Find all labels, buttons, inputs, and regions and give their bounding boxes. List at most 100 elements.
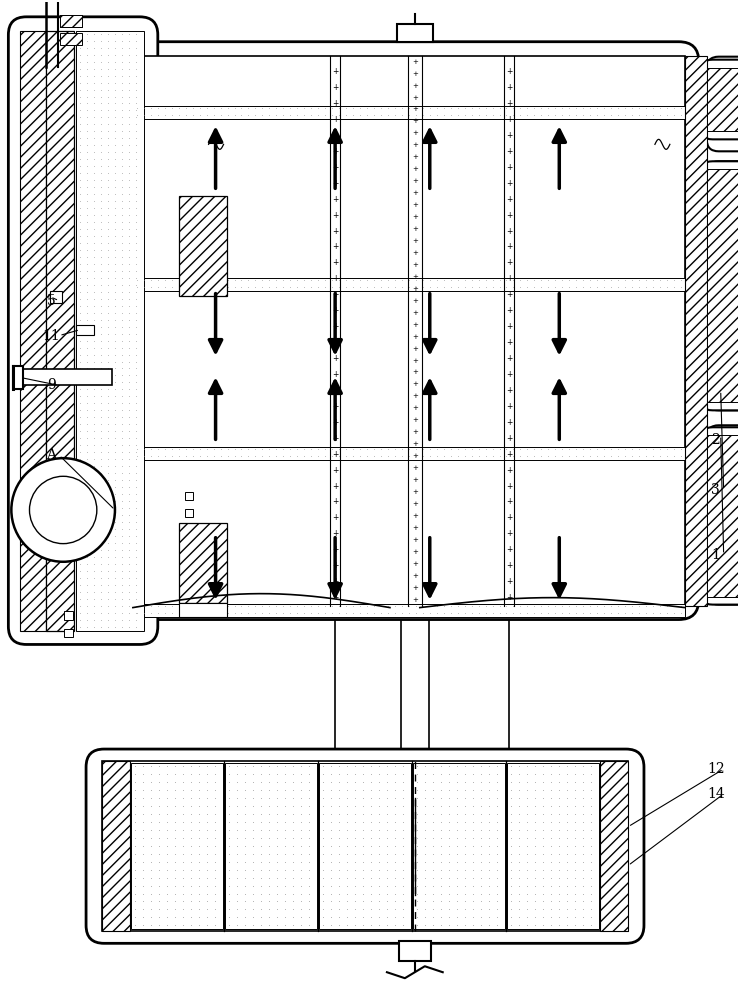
Text: +: + (412, 95, 418, 101)
Text: +: + (412, 274, 418, 280)
Text: +: + (412, 154, 418, 160)
Text: +: + (412, 537, 418, 543)
Text: +: + (412, 585, 418, 591)
Text: +: + (412, 549, 418, 555)
Text: +: + (412, 369, 418, 375)
Text: +: + (412, 226, 418, 232)
Text: +: + (506, 131, 513, 140)
Bar (133, 106, 685, 119)
Text: +: + (506, 482, 513, 491)
Bar (133, 56, 685, 606)
Text: +: + (332, 195, 338, 204)
Text: 5: 5 (47, 294, 55, 308)
FancyBboxPatch shape (8, 17, 158, 644)
Text: 14: 14 (706, 787, 724, 801)
Text: +: + (506, 227, 513, 236)
Text: +: + (412, 322, 418, 328)
FancyBboxPatch shape (699, 161, 739, 410)
Bar (131, 763, 223, 929)
Bar (13, 366, 24, 389)
Bar (600, 761, 628, 931)
Text: +: + (332, 147, 338, 156)
Text: 9: 9 (47, 378, 55, 392)
Text: +: + (506, 450, 513, 459)
Text: A: A (47, 448, 56, 462)
Text: +: + (506, 513, 513, 522)
Text: +: + (412, 525, 418, 531)
Text: +: + (412, 405, 418, 411)
Text: +: + (332, 211, 338, 220)
Text: +: + (412, 381, 418, 387)
Bar (20, 31, 47, 631)
Text: 2: 2 (712, 433, 720, 447)
Text: +: + (412, 71, 418, 77)
Text: +: + (412, 597, 418, 603)
Text: +: + (332, 529, 338, 538)
Bar (50, 291, 62, 303)
Text: +: + (332, 306, 338, 315)
FancyBboxPatch shape (119, 42, 699, 620)
Text: +: + (412, 214, 418, 220)
Text: +: + (506, 258, 513, 267)
Text: +: + (506, 402, 513, 411)
Text: +: + (332, 274, 338, 283)
Text: +: + (506, 179, 513, 188)
Bar (397, 24, 433, 42)
Text: +: + (506, 242, 513, 251)
Bar (102, 761, 130, 931)
Text: +: + (412, 477, 418, 483)
Text: +: + (332, 434, 338, 443)
Text: +: + (332, 466, 338, 475)
Text: +: + (332, 418, 338, 427)
Text: +: + (412, 130, 418, 136)
Text: +: + (412, 190, 418, 196)
Text: +: + (412, 489, 418, 495)
Bar (64, 629, 73, 637)
Text: +: + (506, 434, 513, 443)
Bar (60, 15, 82, 27)
Text: +: + (332, 402, 338, 411)
Text: +: + (332, 163, 338, 172)
Text: +: + (506, 99, 513, 108)
Bar (179, 196, 227, 296)
Text: +: + (412, 561, 418, 567)
Text: +: + (332, 545, 338, 554)
Text: +: + (332, 561, 338, 570)
Bar (179, 603, 227, 617)
Bar (60, 33, 82, 45)
Text: +: + (506, 497, 513, 506)
Text: +: + (506, 466, 513, 475)
Bar (685, 56, 706, 606)
Text: +: + (332, 577, 338, 586)
Text: +: + (412, 441, 418, 447)
Text: +: + (412, 334, 418, 340)
Text: +: + (412, 393, 418, 399)
Text: +: + (412, 166, 418, 172)
Text: +: + (412, 465, 418, 471)
Bar (413, 763, 505, 929)
Text: +: + (506, 338, 513, 347)
Bar (225, 763, 317, 929)
Text: +: + (412, 286, 418, 292)
Bar (319, 763, 411, 929)
Text: +: + (506, 354, 513, 363)
Text: +: + (332, 179, 338, 188)
Text: +: + (506, 274, 513, 283)
Text: +: + (506, 67, 513, 76)
Text: +: + (412, 573, 418, 579)
Text: +: + (506, 370, 513, 379)
Bar (133, 447, 685, 460)
Text: +: + (506, 115, 513, 124)
Text: +: + (506, 147, 513, 156)
Text: +: + (332, 290, 338, 299)
Text: +: + (332, 131, 338, 140)
Text: +: + (412, 118, 418, 124)
Text: +: + (332, 258, 338, 267)
Text: +: + (412, 453, 418, 459)
Text: +: + (506, 529, 513, 538)
Text: +: + (506, 290, 513, 299)
Text: +: + (412, 202, 418, 208)
Bar (706, 435, 739, 597)
Bar (507, 763, 599, 929)
Text: 12: 12 (707, 762, 724, 776)
